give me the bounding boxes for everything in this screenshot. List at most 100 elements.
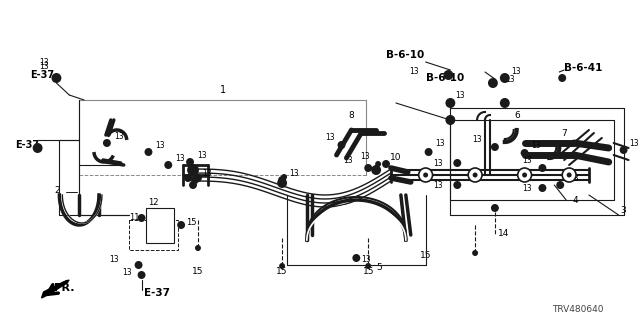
Text: 15: 15 [276, 268, 288, 276]
Text: 5: 5 [376, 263, 382, 273]
Circle shape [500, 73, 509, 83]
Text: 13: 13 [435, 139, 445, 148]
Circle shape [518, 168, 532, 182]
Circle shape [444, 70, 453, 80]
Text: 15: 15 [420, 251, 431, 260]
Circle shape [184, 174, 192, 182]
Text: 2: 2 [54, 186, 60, 195]
Circle shape [491, 204, 499, 212]
Circle shape [424, 148, 433, 156]
Circle shape [520, 149, 529, 157]
Circle shape [364, 164, 372, 172]
Text: 13: 13 [433, 158, 442, 167]
Circle shape [488, 78, 498, 88]
Circle shape [278, 176, 286, 184]
Text: 13: 13 [532, 140, 541, 149]
Text: 15: 15 [362, 268, 374, 276]
Text: 12: 12 [148, 198, 159, 207]
Polygon shape [42, 280, 69, 298]
Text: 4: 4 [572, 196, 578, 204]
Text: 13: 13 [505, 75, 515, 84]
Text: E-37: E-37 [143, 288, 170, 298]
Text: 6: 6 [515, 110, 520, 119]
Circle shape [277, 178, 287, 188]
Text: 13: 13 [202, 169, 212, 178]
Circle shape [453, 159, 461, 167]
Circle shape [491, 143, 499, 151]
Circle shape [419, 168, 433, 182]
Circle shape [177, 221, 185, 229]
Text: B-6-10: B-6-10 [426, 73, 464, 83]
Text: 13: 13 [122, 268, 131, 277]
Text: TRV480640: TRV480640 [552, 306, 604, 315]
Circle shape [371, 165, 381, 175]
Circle shape [375, 161, 381, 167]
Text: 15: 15 [186, 218, 196, 227]
Text: 13: 13 [114, 132, 124, 140]
Text: 13: 13 [156, 140, 165, 149]
Text: 13: 13 [511, 67, 520, 76]
Text: 11: 11 [129, 213, 139, 222]
Text: 7: 7 [561, 129, 567, 138]
Text: 15: 15 [192, 268, 204, 276]
Text: 13: 13 [630, 139, 639, 148]
Circle shape [556, 181, 564, 189]
Circle shape [164, 161, 172, 169]
Circle shape [445, 115, 455, 125]
Text: 13: 13 [40, 58, 49, 67]
Text: 13: 13 [289, 169, 299, 178]
Circle shape [365, 263, 371, 269]
Circle shape [195, 245, 201, 251]
Text: 3: 3 [621, 205, 627, 214]
Bar [147, 208, 174, 243]
Circle shape [134, 261, 143, 269]
Circle shape [453, 181, 461, 189]
Circle shape [620, 146, 628, 154]
Circle shape [522, 172, 527, 178]
Circle shape [281, 174, 287, 180]
Text: 13: 13 [40, 62, 49, 71]
Text: E-37: E-37 [15, 140, 39, 150]
Text: 13: 13 [472, 134, 482, 143]
Text: 1: 1 [220, 85, 226, 95]
Text: B-6-41: B-6-41 [564, 63, 603, 73]
Text: 14: 14 [498, 228, 509, 237]
Circle shape [566, 172, 572, 178]
Circle shape [500, 98, 509, 108]
Bar [129, 220, 178, 250]
Circle shape [138, 271, 145, 279]
Circle shape [191, 176, 199, 184]
Circle shape [187, 164, 199, 176]
Text: 13: 13 [175, 154, 185, 163]
Text: 13: 13 [522, 156, 532, 164]
Circle shape [52, 74, 60, 82]
Circle shape [472, 250, 478, 256]
Text: 13: 13 [324, 133, 335, 142]
Circle shape [337, 141, 346, 149]
Circle shape [538, 184, 547, 192]
Text: 13: 13 [109, 255, 119, 265]
Text: E-37: E-37 [29, 70, 54, 80]
Text: 13: 13 [522, 183, 532, 193]
Circle shape [538, 164, 547, 172]
Circle shape [562, 168, 576, 182]
Circle shape [423, 172, 428, 178]
Text: 13: 13 [455, 91, 465, 100]
Circle shape [33, 143, 43, 153]
Circle shape [51, 73, 61, 83]
Circle shape [558, 74, 566, 82]
Circle shape [194, 174, 202, 182]
Circle shape [472, 172, 477, 178]
Text: 8: 8 [349, 111, 355, 120]
Circle shape [189, 181, 197, 189]
Circle shape [279, 263, 285, 269]
Text: 13: 13 [569, 173, 579, 182]
Text: 10: 10 [390, 153, 402, 162]
Text: B-6-10: B-6-10 [386, 50, 424, 60]
Circle shape [138, 214, 145, 222]
Text: 13: 13 [360, 151, 370, 161]
Text: 13: 13 [343, 156, 353, 164]
Text: 13: 13 [433, 180, 442, 189]
Text: FR.: FR. [54, 283, 75, 293]
Circle shape [468, 168, 482, 182]
